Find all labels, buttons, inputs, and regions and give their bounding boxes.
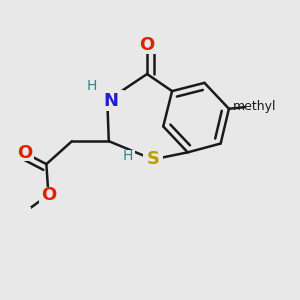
Text: O: O	[140, 37, 155, 55]
Bar	[97, 90, 124, 111]
Bar	[121, 150, 135, 165]
Text: N: N	[103, 92, 118, 110]
Bar	[246, 99, 266, 114]
Text: O: O	[17, 144, 32, 162]
Text: S: S	[146, 150, 159, 168]
Bar	[137, 38, 157, 54]
Bar	[39, 187, 58, 203]
Bar	[15, 145, 34, 161]
Text: O: O	[41, 186, 56, 204]
Bar	[12, 207, 32, 221]
Text: H: H	[123, 149, 133, 164]
Text: methyl: methyl	[233, 100, 277, 113]
Text: H: H	[87, 80, 97, 93]
Bar	[142, 151, 163, 168]
